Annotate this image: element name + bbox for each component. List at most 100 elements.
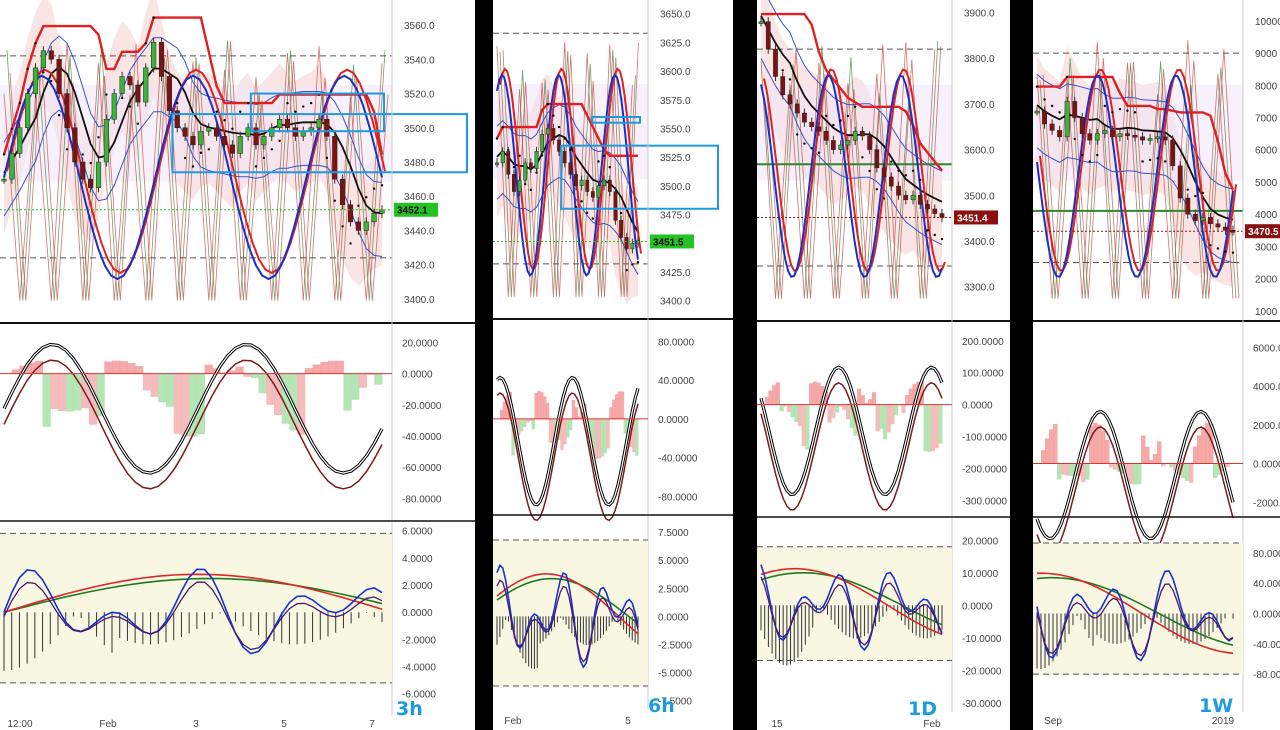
oscillator-tick-label: 7.5000 [658, 528, 689, 539]
price-tick-label: 3000 [1255, 242, 1278, 253]
candle-body [630, 242, 635, 250]
upper-envelope-line [768, 0, 943, 172]
oscillator-area [81, 373, 90, 409]
oscillator-area [901, 404, 906, 413]
candle-body [867, 135, 872, 150]
candle-body [794, 103, 800, 114]
oscillator-area [173, 373, 182, 434]
oscillator-tick-label: -7.5000 [658, 697, 692, 708]
candle-body [158, 41, 165, 77]
candle-body [1072, 101, 1078, 118]
candle-body [190, 136, 196, 146]
oscillator-area [540, 392, 544, 419]
parabolic-dot [2, 153, 6, 156]
oscillator-area [1077, 463, 1082, 476]
oscillator-area [1061, 463, 1066, 475]
oscillator-area [597, 418, 602, 459]
parabolic-dot [911, 169, 915, 172]
oscillator-area [543, 396, 547, 419]
price-tick-label: 3500.0 [404, 124, 435, 135]
oscillator-area [511, 418, 515, 456]
oscillator-area [517, 418, 521, 436]
oscillator-area [764, 397, 769, 405]
candle-body [1207, 217, 1213, 225]
panel-1W: 10000 9000 8000 7000 6000 5000 4000 3000 2000 100… [1033, 0, 1280, 730]
parabolic-dot [574, 205, 578, 209]
momentum-signal-line [496, 579, 639, 663]
panel-3h: 3560.0 3540.0 3520.0 3500.0 3480.0 3460.0 3440… [0, 0, 475, 730]
momentum-signal-line [760, 576, 943, 646]
oscillator-tick-label: 20.0000 [402, 338, 439, 349]
parabolic-dot [591, 217, 595, 220]
oscillator-area [912, 384, 917, 405]
oscillator-area [1053, 424, 1058, 464]
oscillator-area [1197, 435, 1202, 464]
oscillator-area [797, 404, 803, 427]
last-price-label: 3451.5 [653, 237, 684, 248]
oscillator-area [886, 404, 891, 433]
parabolic-dot [97, 136, 100, 139]
oscillator-area [297, 373, 306, 435]
oscillator-area [104, 361, 113, 374]
signal-wave-red [763, 68, 946, 272]
price-zigzag [496, 41, 633, 297]
candle-body [860, 131, 865, 137]
oscillator-area [1209, 423, 1214, 464]
parabolic-dot [552, 114, 555, 117]
oscillator-tick-label: -300.0000 [962, 496, 1007, 507]
timeframe-label: 1W [1199, 695, 1233, 717]
oscillator-fast-line [760, 567, 943, 636]
parabolic-dot [65, 148, 69, 151]
moving-average-line [760, 15, 943, 203]
oscillator-tick-label: 0.0000 [658, 612, 689, 623]
oscillator-area [786, 404, 792, 412]
annotation-box [171, 113, 468, 174]
parabolic-dot [897, 169, 900, 172]
parabolic-dot [1133, 111, 1137, 114]
oscillator-area [1225, 463, 1230, 467]
x-axis-label: Sep [1044, 716, 1062, 727]
last-price-tag [394, 202, 438, 217]
moving-average-line [496, 133, 639, 233]
panel-6h: 3650.0 3625.0 3600.0 3575.0 3550.0 3525.0 3500… [493, 0, 733, 730]
oscillator-area [227, 370, 236, 374]
parabolic-dot [875, 188, 879, 191]
candle-body [1079, 117, 1085, 134]
oscillator-area [304, 368, 314, 374]
candle-body [277, 118, 283, 129]
parabolic-dot [796, 133, 799, 136]
annotation-box [591, 115, 642, 124]
candle-body [1177, 165, 1183, 199]
oscillator-area [577, 416, 581, 419]
candle-body [237, 136, 243, 154]
parabolic-dot [926, 229, 929, 232]
parabolic-dot [781, 69, 784, 72]
oscillator-area [857, 388, 862, 405]
oscillator-area [1205, 423, 1210, 464]
oscillator-fast-line [1036, 572, 1234, 655]
oscillator-tick-label: 0.0000 [1253, 609, 1280, 620]
last-price-tag [1245, 224, 1280, 239]
oscillator-tick-label: 40.0000 [658, 376, 695, 387]
parabolic-dot [803, 142, 806, 145]
signal-wave-red [499, 67, 642, 271]
oscillator-area [1093, 422, 1098, 464]
parabolic-dot [546, 102, 549, 106]
last-price-label: 3452.1 [397, 206, 428, 217]
parabolic-dot [1043, 98, 1046, 101]
oscillator-area [119, 361, 128, 374]
oscillator-area [1081, 463, 1086, 483]
oscillator-tick-label: -2.0000 [402, 635, 436, 646]
candle-body [355, 221, 361, 231]
candle-body [500, 151, 505, 164]
candle-body [787, 94, 793, 105]
oscillator-signal-line [496, 392, 639, 522]
oscillator-area [805, 404, 810, 450]
oscillator-area [266, 373, 275, 405]
price-tick-label: 3600.0 [660, 67, 691, 78]
parabolic-dot [81, 153, 84, 156]
oscillator-area [827, 404, 832, 423]
oscillator-area [600, 418, 604, 457]
candle-body [1132, 134, 1138, 138]
